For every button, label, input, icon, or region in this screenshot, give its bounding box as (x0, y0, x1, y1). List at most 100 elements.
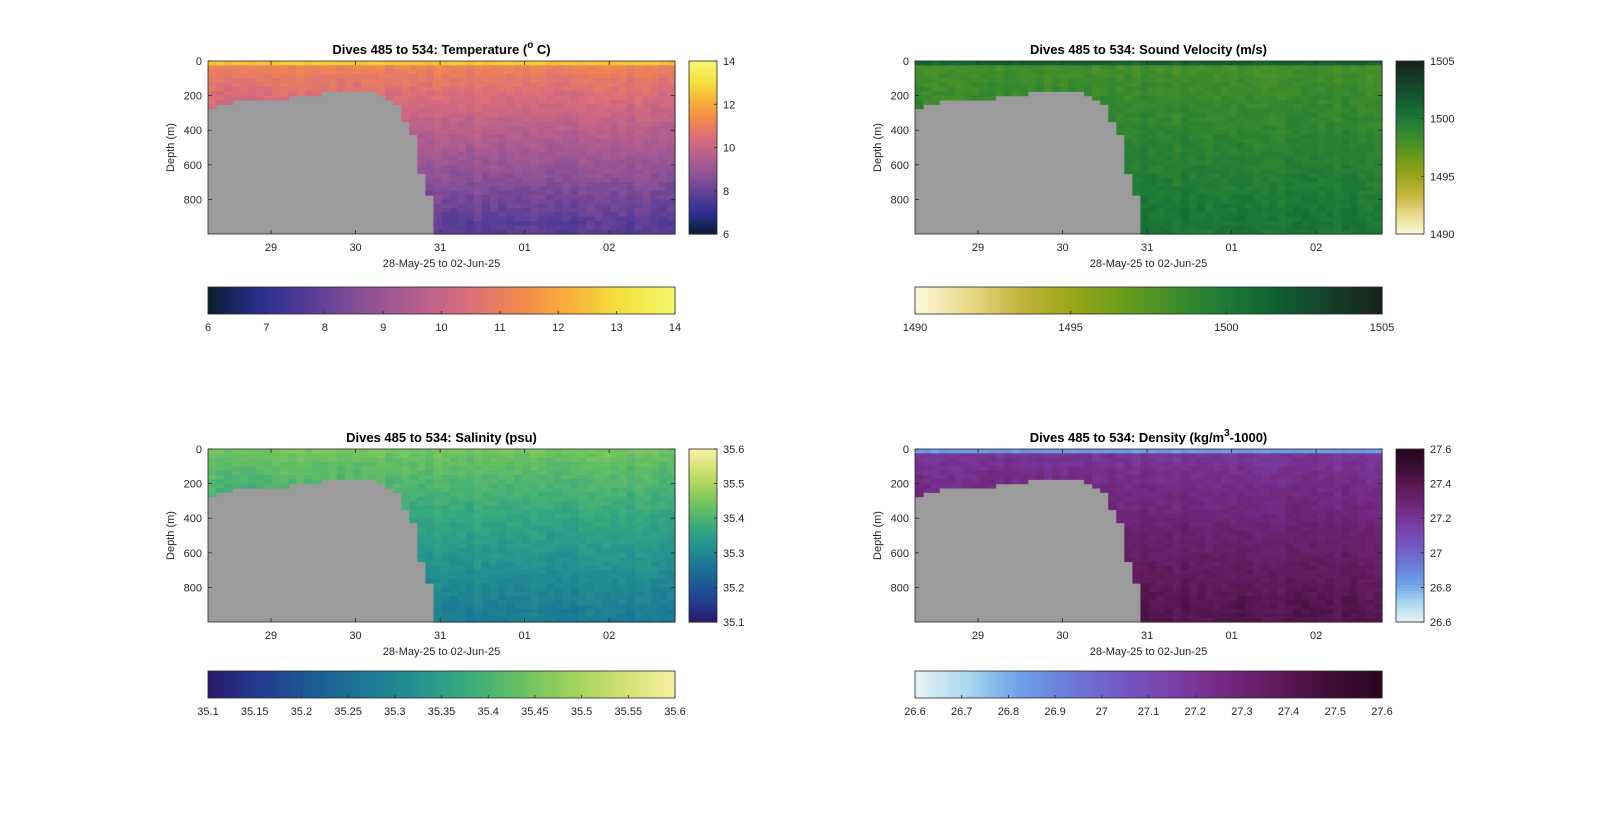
data-cell (570, 125, 579, 131)
data-cell (1212, 212, 1222, 218)
data-cell (578, 229, 588, 235)
data-cell (1027, 61, 1037, 66)
data-cell (489, 95, 499, 101)
data-cell (1261, 125, 1270, 131)
colorbar-swatch (499, 287, 505, 314)
data-cell (1245, 125, 1254, 131)
data-cell (634, 173, 644, 179)
data-cell (931, 73, 940, 79)
data-cell (1237, 65, 1246, 71)
data-cell (505, 108, 515, 114)
data-cell (513, 557, 523, 563)
data-cell (320, 78, 330, 84)
data-cell (1156, 186, 1166, 192)
data-cell (497, 216, 507, 222)
data-cell (481, 600, 491, 606)
data-cell (505, 125, 515, 131)
data-cell (610, 492, 620, 498)
data-cell (1196, 99, 1206, 105)
data-cell (538, 531, 547, 537)
data-cell (425, 82, 435, 88)
data-cell (401, 73, 410, 79)
data-cell (1373, 203, 1383, 209)
data-cell (385, 69, 394, 75)
data-cell (272, 86, 282, 92)
data-cell (1373, 195, 1383, 200)
data-cell (457, 221, 467, 226)
data-cell (554, 479, 563, 485)
data-cell (1357, 186, 1367, 192)
data-cell (642, 583, 652, 588)
data-cell (522, 596, 531, 601)
colorbar-swatch (1370, 287, 1375, 314)
data-cell (232, 474, 241, 480)
colorbar-swatch (1396, 199, 1424, 203)
data-cell (1156, 138, 1166, 144)
data-cell (449, 216, 459, 222)
data-cell (594, 173, 604, 179)
data-cell (1373, 78, 1383, 84)
data-cell (1357, 86, 1367, 92)
data-cell (594, 65, 604, 71)
data-cell (626, 531, 636, 537)
data-cell (1261, 173, 1270, 179)
data-cell (473, 169, 483, 175)
data-cell (642, 609, 652, 614)
data-cell (530, 221, 539, 226)
data-cell (505, 164, 515, 170)
colorbar-swatch (1396, 173, 1424, 177)
data-cell (481, 457, 491, 463)
data-cell (216, 457, 225, 463)
data-cell (546, 457, 555, 463)
data-cell (425, 177, 435, 183)
data-cell (642, 229, 652, 235)
data-cell (1092, 82, 1101, 88)
data-cell (666, 483, 676, 489)
data-cell (425, 108, 435, 114)
data-cell (1212, 91, 1222, 97)
data-cell (1373, 160, 1383, 166)
data-cell (497, 513, 507, 519)
data-cell (280, 470, 290, 476)
data-cell (465, 591, 475, 597)
data-cell (554, 539, 563, 545)
data-cell (280, 453, 290, 459)
data-cell (570, 212, 579, 218)
data-cell (1229, 73, 1238, 79)
data-cell (465, 492, 475, 498)
colorbar-swatch (363, 287, 369, 314)
data-cell (1156, 203, 1166, 209)
data-cell (1172, 160, 1182, 166)
data-cell (658, 474, 668, 480)
data-cell (562, 86, 571, 92)
data-cell (1172, 112, 1182, 118)
data-cell (658, 457, 668, 463)
data-cell (1043, 78, 1053, 84)
data-cell (288, 449, 298, 454)
data-cell (522, 216, 531, 222)
data-cell (1325, 203, 1335, 209)
data-cell (369, 470, 378, 476)
data-cell (578, 208, 588, 213)
data-cell (570, 531, 579, 537)
data-cell (634, 470, 644, 476)
data-cell (505, 82, 515, 88)
data-cell (1269, 225, 1278, 231)
data-cell (602, 509, 612, 515)
data-cell (1204, 221, 1214, 226)
data-cell (497, 578, 507, 584)
data-cell (1325, 186, 1335, 192)
data-cell (1349, 61, 1359, 66)
data-cell (626, 208, 636, 213)
data-cell (1148, 91, 1158, 97)
data-cell (634, 461, 644, 467)
colorbar-swatch (689, 208, 717, 212)
data-cell (610, 151, 620, 157)
data-cell (634, 216, 644, 222)
data-cell (393, 95, 402, 101)
data-cell (264, 457, 274, 463)
data-cell (546, 221, 555, 226)
colorbar-swatch (1396, 153, 1424, 157)
data-cell (425, 578, 435, 584)
data-cell (417, 156, 426, 162)
